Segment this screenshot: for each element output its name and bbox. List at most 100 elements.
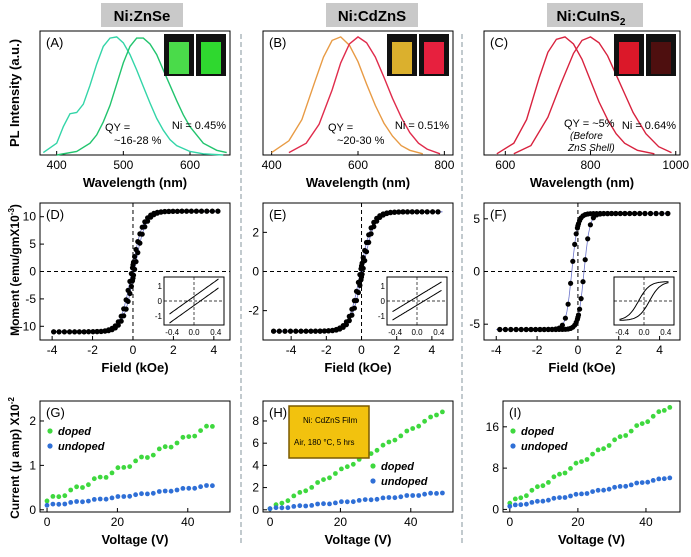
x-tick-label: 0 — [358, 343, 365, 357]
x-tick-label: -4 — [47, 343, 58, 357]
inset-y-tick-label: 0 — [381, 297, 386, 306]
x-tick-label: 0 — [506, 515, 513, 529]
current-point-undoped — [392, 495, 398, 501]
x-tick-label: 1000 — [662, 158, 689, 172]
plot-frame — [262, 400, 454, 513]
current-point-doped — [518, 495, 524, 501]
y-tick-label: 2 — [252, 481, 259, 495]
legend-label-doped: doped — [521, 426, 554, 438]
x-tick-label: 4 — [656, 343, 663, 357]
vial-body — [392, 42, 412, 74]
panel-pl-cdzns: 400 600 800 (B) Wavelength (nm) QY =~20-30 % N… — [262, 30, 455, 190]
current-point-doped — [623, 433, 629, 438]
current-point-undoped — [512, 502, 518, 508]
panel-pl-cuins2: 600 800 1000 (C) Wavelength (nm) QY = ~5%(Bef… — [483, 30, 689, 190]
current-point-undoped — [434, 491, 439, 496]
legend-label-undoped: undoped — [58, 441, 105, 453]
moment-point — [559, 322, 566, 328]
current-point-undoped — [210, 483, 215, 489]
current-point-doped — [297, 490, 303, 495]
moment-point — [293, 328, 299, 334]
moment-point — [170, 208, 176, 214]
moment-point — [613, 210, 619, 217]
current-point-undoped — [362, 497, 368, 502]
moment-point — [51, 329, 57, 335]
current-point-undoped — [145, 491, 150, 497]
qy-note: ZnS Shell) — [567, 143, 615, 154]
current-point-doped — [139, 454, 144, 460]
qy-label: QY = ~5% — [564, 118, 615, 130]
x-axis-title: Wavelength (nm) — [83, 175, 187, 190]
y-tick-label: -5 — [25, 292, 36, 306]
pl-curve — [271, 36, 423, 155]
moment-point — [605, 210, 611, 217]
moment-point — [61, 329, 67, 335]
moment-point — [565, 301, 571, 307]
current-point-undoped — [333, 500, 338, 506]
current-point-undoped — [518, 502, 524, 508]
current-point-undoped — [91, 497, 97, 502]
inset-y-tick-label: 1 — [381, 282, 386, 291]
current-point-doped — [285, 498, 291, 504]
vial-body — [619, 42, 639, 74]
current-point-undoped — [507, 503, 513, 509]
inset-x-tick-label: 0.0 — [188, 328, 200, 337]
moment-point — [276, 328, 282, 334]
current-point-undoped — [540, 498, 546, 504]
y-tick-label: 0 — [252, 265, 259, 279]
current-point-doped — [524, 493, 529, 499]
y-tick-label: 5 — [29, 237, 36, 251]
panel-label: (A) — [46, 35, 63, 50]
x-tick-label: 0 — [44, 515, 51, 529]
current-point-doped — [44, 498, 50, 504]
current-point-doped — [398, 433, 404, 439]
y-tick-label: 0 — [29, 503, 36, 517]
y-tick-label: 10 — [23, 210, 37, 224]
current-point-doped — [634, 423, 640, 428]
current-point-undoped — [557, 495, 562, 500]
current-point-doped — [562, 470, 568, 476]
legend-label-doped: doped — [381, 461, 414, 473]
legend-marker-undoped — [370, 478, 376, 484]
current-point-doped — [204, 423, 209, 429]
panel-label: (G) — [46, 405, 65, 420]
moment-point — [647, 210, 654, 217]
legend-marker-doped — [510, 428, 516, 434]
ylabel-current-sup: -2 — [7, 397, 16, 405]
x-tick-label: 2 — [170, 343, 177, 357]
film-label-line1: Ni: CdZnS Film — [303, 416, 358, 425]
moment-point — [198, 208, 205, 214]
plot-frame — [502, 400, 681, 513]
current-point-doped — [601, 446, 606, 452]
moment-point — [409, 209, 415, 215]
current-point-doped — [180, 434, 186, 440]
ylabel-moment-sup: -3 — [7, 208, 16, 216]
x-tick-label: 0 — [267, 515, 274, 529]
current-point-undoped — [186, 485, 192, 491]
current-point-undoped — [568, 493, 573, 499]
moment-point — [360, 265, 366, 271]
moment-point — [533, 326, 539, 333]
moment-point — [508, 326, 514, 333]
moment-point — [414, 209, 420, 215]
moment-point — [396, 209, 402, 215]
moment-point — [204, 208, 210, 214]
current-point-doped — [529, 487, 535, 493]
x-axis-title: Wavelength (nm) — [306, 175, 410, 190]
current-point-doped — [512, 496, 518, 502]
current-point-undoped — [68, 500, 74, 505]
current-point-undoped — [380, 495, 386, 501]
current-point-doped — [368, 451, 374, 456]
inset-loop — [619, 282, 669, 321]
inset-x-tick-label: -0.4 — [615, 328, 629, 337]
ylabel-moment: Moment (emu/gmX10-3) — [7, 204, 22, 336]
vial-photo-ambient — [387, 34, 417, 76]
current-point-undoped — [168, 488, 174, 494]
moment-point — [513, 326, 519, 333]
moment-point — [133, 259, 139, 265]
current-point-doped — [156, 446, 162, 452]
panel-label: (F) — [490, 207, 507, 222]
vial-body — [424, 42, 444, 74]
header-cuins2-text: Ni:CuInS2 — [557, 8, 626, 28]
current-point-undoped — [617, 484, 623, 489]
